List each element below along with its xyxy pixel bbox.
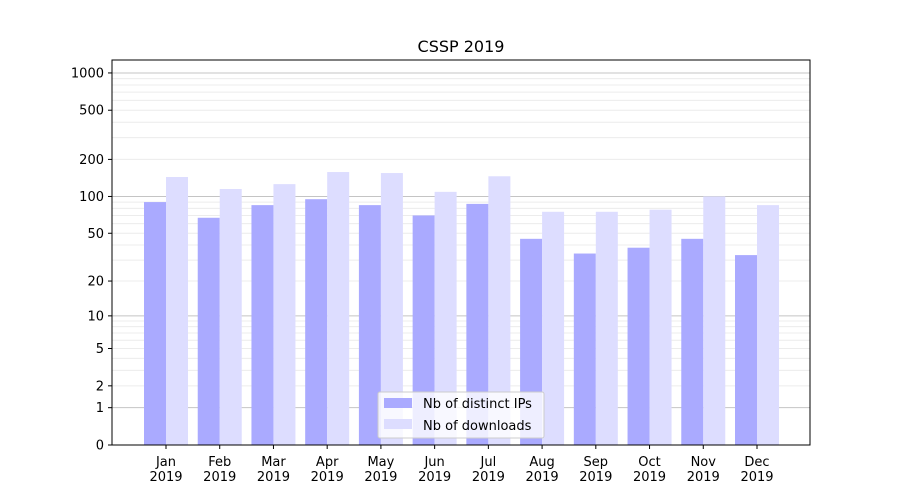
bar-ips bbox=[573, 253, 596, 445]
x-tick-label: Oct 2019 bbox=[633, 455, 666, 485]
y-tick-label: 50 bbox=[87, 227, 104, 242]
bar-ips bbox=[412, 215, 435, 445]
x-tick-label: Jan 2019 bbox=[149, 455, 182, 485]
y-tick-label: 1000 bbox=[71, 66, 104, 81]
y-tick-label: 200 bbox=[79, 153, 104, 168]
bar-ips bbox=[305, 199, 328, 445]
bar-downloads bbox=[273, 184, 296, 445]
x-tick-label: Mar 2019 bbox=[257, 455, 290, 485]
legend-label-downloads: Nb of downloads bbox=[423, 419, 532, 434]
bar-downloads bbox=[219, 189, 242, 445]
x-tick-label: Nov 2019 bbox=[687, 455, 720, 485]
y-tick-label: 20 bbox=[87, 275, 104, 290]
y-tick-label: 500 bbox=[79, 104, 104, 119]
x-tick-label: Sep 2019 bbox=[579, 455, 612, 485]
bar-ips bbox=[358, 205, 381, 445]
x-tick-label: Apr 2019 bbox=[311, 455, 344, 485]
bar-downloads bbox=[166, 176, 188, 445]
bar-downloads bbox=[542, 211, 565, 445]
bar-downloads bbox=[327, 172, 350, 445]
bar-downloads bbox=[703, 196, 726, 445]
y-tick-label: 2 bbox=[96, 379, 104, 394]
bar-downloads bbox=[488, 176, 511, 445]
x-tick-label: Jul 2019 bbox=[472, 455, 505, 485]
plot-frame bbox=[111, 59, 811, 446]
y-tick-label: 1 bbox=[96, 401, 104, 416]
legend-swatch-downloads bbox=[384, 419, 412, 429]
x-tick-label: Aug 2019 bbox=[526, 455, 559, 485]
y-tick-label: 0 bbox=[96, 439, 104, 454]
bar-downloads bbox=[649, 209, 672, 445]
x-tick-label: May 2019 bbox=[364, 455, 397, 485]
y-tick-label: 100 bbox=[79, 190, 104, 205]
y-tick-label: 10 bbox=[87, 309, 104, 324]
legend: Nb of distinct IPs Nb of downloads bbox=[377, 391, 545, 439]
bar-downloads bbox=[434, 191, 457, 445]
y-tick-label: 5 bbox=[96, 342, 104, 357]
bar-ips bbox=[144, 202, 166, 445]
bar-downloads bbox=[595, 211, 618, 445]
legend-label-ips: Nb of distinct IPs bbox=[423, 397, 532, 412]
x-tick-label: Dec 2019 bbox=[740, 455, 773, 485]
bar-ips bbox=[197, 217, 220, 445]
bar-downloads bbox=[757, 205, 779, 445]
bar-ips bbox=[681, 238, 704, 445]
bar-downloads bbox=[380, 173, 403, 446]
bar-ips bbox=[466, 203, 489, 445]
bar-ips bbox=[735, 255, 757, 445]
bar-ips bbox=[251, 205, 274, 445]
chart-title: CSSP 2019 bbox=[418, 37, 505, 56]
x-tick-label: Jun 2019 bbox=[418, 455, 451, 485]
x-tick-label: Feb 2019 bbox=[203, 455, 236, 485]
bar-ips bbox=[627, 247, 650, 445]
legend-swatch-ips bbox=[384, 398, 412, 408]
